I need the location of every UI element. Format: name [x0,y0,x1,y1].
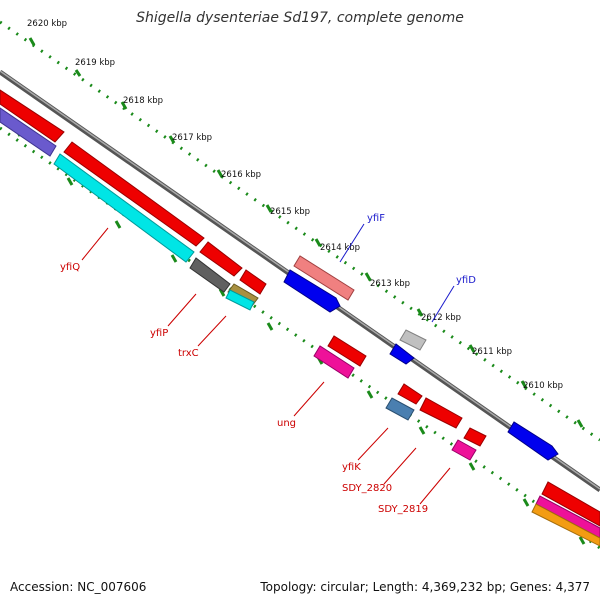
outer-strand-genes [283,255,559,461]
gene-yfiK[interactable] [385,397,415,421]
gene-label-yfiD[interactable]: yfiD [456,275,476,286]
gene-feature[interactable] [0,89,65,143]
gene-SDY_2819[interactable] [451,439,477,461]
gene-feature[interactable] [463,427,487,447]
tick-label: 2610 kbp [523,381,563,391]
topology-text: Topology: circular; Length: 4,369,232 bp… [260,580,590,594]
gene-yfiQ[interactable] [53,153,195,263]
gene-ung[interactable] [313,345,355,379]
outer-major-ticks [28,37,584,428]
gene-feature[interactable] [327,335,367,367]
tick-label: 2618 kbp [123,96,163,106]
gene-feature[interactable] [389,343,415,365]
gene-feature[interactable] [283,269,341,313]
gene-feature[interactable] [199,241,243,277]
tick-label: 2615 kbp [270,207,310,217]
tick-label: 2619 kbp [75,58,115,68]
tick-label: 2614 kbp [320,243,360,253]
red-leader-lines [81,227,451,505]
tick-label: 2617 kbp [172,133,212,143]
gene-feature[interactable] [0,107,57,157]
gene-label-ung[interactable]: ung [277,418,296,429]
inner-tick-ring [0,126,600,550]
gene-feature[interactable] [63,141,205,247]
map-title: Shigella dysenteriae Sd197, complete gen… [136,10,464,26]
gene-label-trxC[interactable]: trxC [178,348,199,359]
tick-label: 2612 kbp [421,313,461,323]
gene-yfiP[interactable] [189,257,231,293]
outer-tick-ring [0,20,600,442]
gene-SDY_2820[interactable] [419,397,463,429]
gene-label-yfiK[interactable]: yfiK [342,462,361,473]
gene-label-yfiQ[interactable]: yfiQ [60,262,80,273]
gene-feature[interactable] [397,383,423,405]
gene-label-yfiF[interactable]: yfiF [367,213,385,224]
gene-feature[interactable] [239,269,267,295]
gene-label-SDY_2819[interactable]: SDY_2819 [378,504,428,515]
accession-text: Accession: NC_007606 [10,580,147,594]
inner-strand-genes [0,89,600,547]
blue-leader-lines [339,223,455,323]
gene-label-SDY_2820[interactable]: SDY_2820 [342,483,392,494]
gene-feature[interactable] [507,421,559,461]
gene-yfiF[interactable] [293,255,355,301]
gene-yfiD[interactable] [399,329,427,351]
gene-feature[interactable] [541,481,600,527]
tick-label: 2613 kbp [370,279,410,289]
tick-label: 2611 kbp [472,347,512,357]
tick-label: 2616 kbp [221,170,261,180]
gene-label-yfiP[interactable]: yfiP [150,328,168,339]
tick-label: 2620 kbp [27,19,67,29]
